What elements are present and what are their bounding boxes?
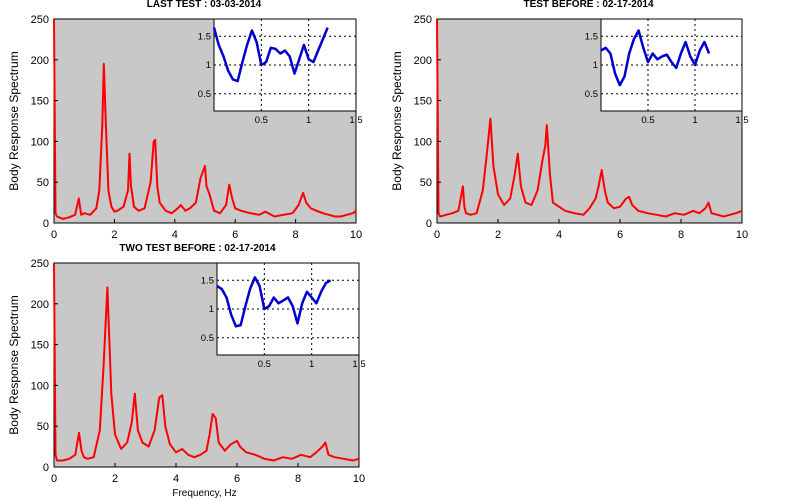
spectrum-line [53, 18, 357, 220]
chart-title: TEST BEFORE : 02-17-2014 [523, 0, 653, 10]
x-tick-label: 4 [173, 473, 179, 485]
y-tick-label: 250 [31, 258, 49, 270]
inset-x-tick-label: 1 [306, 115, 311, 126]
inset-x-tick-label: 1 [692, 115, 697, 126]
y-tick-label: 200 [31, 55, 49, 67]
x-tick-label: 0 [434, 229, 440, 241]
y-tick-label: 250 [414, 14, 432, 26]
x-tick-label: 8 [293, 229, 299, 241]
inset-x-tick-label: 0.5 [258, 359, 271, 370]
x-tick-label: 2 [112, 473, 118, 485]
y-tick-label: 200 [31, 299, 49, 311]
x-tick-label: 2 [111, 229, 117, 241]
x-axis-label: Frequency, Hz [172, 488, 236, 499]
x-tick-label: 8 [678, 229, 684, 241]
y-tick-label: 250 [31, 14, 49, 26]
x-tick-label: 10 [736, 229, 748, 241]
y-tick-label: 0 [43, 462, 49, 474]
y-tick-label: 50 [37, 421, 49, 433]
inset-chart: 0.5 1 1.5 0.5 1 1.5 [201, 262, 366, 370]
y-axis-label: Body Response Spectrum [7, 295, 21, 434]
inset-y-tick-label: 0.5 [585, 89, 598, 100]
inset-y-tick-label: 0.5 [201, 333, 214, 344]
inset-x-tick-label: 1.5 [735, 115, 748, 126]
inset-y-tick-label: 1 [209, 304, 214, 315]
x-tick-label: 10 [353, 473, 365, 485]
inset-x-tick-label: 1.5 [352, 359, 365, 370]
inset-x-tick-label: 1.5 [349, 115, 362, 126]
inset-chart: 0.5 1 1.5 0.5 1 1.5 [585, 18, 749, 126]
inset-y-tick-label: 0.5 [198, 89, 211, 100]
x-tick-label: 8 [295, 473, 301, 485]
x-tick-label: 6 [617, 229, 623, 241]
inset-chart: 0.5 1 1.5 0.5 1 1.5 [198, 18, 363, 126]
inset-x-tick-label: 0.5 [255, 115, 268, 126]
inset-x-tick-label: 0.5 [641, 115, 654, 126]
x-tick-label: 6 [232, 229, 238, 241]
y-tick-label: 100 [31, 380, 49, 392]
y-tick-label: 150 [31, 340, 49, 352]
inset-x-tick-label: 1 [309, 359, 314, 370]
x-tick-label: 0 [51, 473, 57, 485]
inset-y-tick-label: 1.5 [585, 31, 598, 42]
y-tick-label: 150 [31, 96, 49, 108]
y-tick-label: 50 [420, 177, 432, 189]
x-tick-label: 10 [350, 229, 362, 241]
y-tick-label: 150 [414, 96, 432, 108]
inset-line [216, 276, 332, 328]
x-tick-label: 6 [234, 473, 240, 485]
x-tick-label: 4 [556, 229, 562, 241]
spectrum-line [436, 18, 743, 218]
x-tick-label: 0 [51, 229, 57, 241]
y-tick-label: 100 [31, 136, 49, 148]
y-tick-label: 0 [426, 218, 432, 230]
chart-title: TWO TEST BEFORE : 02-17-2014 [119, 243, 276, 254]
inset-y-tick-label: 1 [206, 60, 211, 71]
x-tick-label: 2 [495, 229, 501, 241]
y-tick-label: 0 [43, 218, 49, 230]
y-tick-label: 100 [414, 136, 432, 148]
spectrum-line [53, 262, 360, 462]
y-axis-label: Body Response Spectrum [390, 51, 404, 190]
inset-line [600, 29, 711, 87]
y-axis-label: Body Response Spectrum [7, 51, 21, 190]
inset-y-tick-label: 1 [593, 60, 598, 71]
y-tick-label: 50 [37, 177, 49, 189]
inset-line [212, 27, 329, 83]
x-tick-label: 4 [172, 229, 178, 241]
inset-y-tick-label: 1.5 [201, 275, 214, 286]
y-tick-label: 200 [414, 55, 432, 67]
inset-y-tick-label: 1.5 [198, 31, 211, 42]
chart-title: LAST TEST : 03-03-2014 [147, 0, 262, 10]
